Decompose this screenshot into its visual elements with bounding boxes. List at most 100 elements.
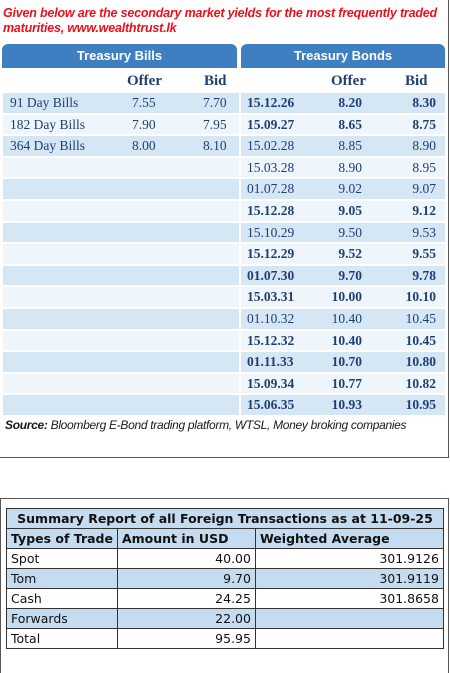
bill-name: 91 Day Bills [10, 95, 79, 110]
bond-offer: 8.90 [338, 159, 362, 175]
trade-average: 301.9119 [254, 568, 444, 589]
table-row: 91 Day Bills 7.55 7.70 15.12.26 8.20 8.3… [0, 92, 450, 114]
bond-bid: 10.95 [405, 397, 436, 413]
bond-offer: 8.20 [338, 95, 362, 110]
treasury-bills-header: Treasury Bills [2, 44, 237, 68]
treasury-bonds-header: Treasury Bonds [241, 44, 445, 68]
bond-maturity: 15.09.27 [247, 116, 295, 132]
bill-name: 182 Day Bills [10, 116, 86, 132]
bond-bid: 10.45 [405, 332, 436, 348]
bond-offer: 9.02 [338, 181, 362, 197]
table-row: Total 95.95 [6, 628, 444, 649]
bond-maturity: 15.03.31 [247, 289, 295, 305]
bond-maturity: 01.10.32 [247, 310, 295, 326]
bond-offer: 8.85 [338, 138, 362, 154]
bond-maturity: 01.07.30 [247, 267, 295, 283]
table-row: Forwards 22.00 [6, 608, 444, 629]
bond-maturity: 15.12.26 [247, 95, 295, 110]
bond-maturity: 15.10.29 [247, 224, 295, 240]
bond-maturity: 15.12.28 [247, 202, 295, 218]
bond-maturity: 01.11.33 [247, 354, 294, 370]
bond-maturity: 15.02.28 [247, 138, 295, 154]
bond-offer: 10.70 [331, 354, 362, 370]
table-row: 01.10.32 10.40 10.45 [0, 308, 450, 330]
bond-offer: 9.05 [338, 202, 362, 218]
trade-average: 301.8658 [254, 588, 444, 609]
fx-title-row: Summary Report of all Foreign Transactio… [6, 508, 444, 529]
trade-amount: 9.70 [116, 568, 256, 589]
bills-bid-header: Bid [204, 73, 227, 89]
bond-bid: 10.80 [405, 354, 436, 370]
table-row: 15.06.35 10.93 10.95 [0, 394, 450, 416]
bond-offer: 10.40 [331, 310, 362, 326]
bond-maturity: 15.03.28 [247, 159, 295, 175]
intro-text: Given below are the secondary market yie… [3, 6, 437, 35]
bond-bid: 10.45 [405, 310, 436, 326]
trade-type: Forwards [6, 608, 118, 629]
bond-bid: 9.53 [412, 224, 436, 240]
bond-bid: 9.55 [412, 246, 436, 262]
bond-bid: 8.95 [412, 159, 436, 175]
table-row: Spot 40.00 301.9126 [6, 548, 444, 569]
trade-type: Total [6, 628, 118, 649]
table-row: 01.07.30 9.70 9.78 [0, 265, 450, 287]
bond-bid: 10.82 [405, 375, 436, 391]
fx-summary-table: Summary Report of all Foreign Transactio… [6, 508, 444, 649]
trade-amount: 95.95 [116, 628, 256, 649]
bond-bid: 8.30 [412, 95, 436, 110]
table-row: 15.12.32 10.40 10.45 [0, 330, 450, 352]
bond-maturity: 15.12.32 [247, 332, 295, 348]
trade-type: Spot [6, 548, 118, 569]
table-row: 15.10.29 9.50 9.53 [0, 222, 450, 244]
trade-type: Cash [6, 588, 118, 609]
bill-bid: 7.95 [203, 116, 227, 132]
bond-offer: 9.70 [338, 267, 362, 283]
table-row: 15.03.28 8.90 8.95 [0, 157, 450, 179]
bond-bid: 10.10 [405, 289, 436, 305]
table-row: Cash 24.25 301.8658 [6, 588, 444, 609]
bond-offer: 10.77 [331, 375, 362, 391]
bills-offer-header: Offer [127, 73, 162, 89]
bill-offer: 7.55 [132, 95, 156, 110]
col-header-average: Weighted Average [254, 528, 444, 549]
fx-header-row: Types of Trade Amount in USD Weighted Av… [6, 528, 444, 549]
trade-amount: 40.00 [116, 548, 256, 569]
bond-offer: 10.00 [331, 289, 362, 305]
bond-bid: 9.78 [412, 267, 436, 283]
bill-offer: 8.00 [132, 138, 156, 154]
col-header-type: Types of Trade [6, 528, 118, 549]
bond-maturity: 15.12.29 [247, 246, 295, 262]
col-header-amount: Amount in USD [116, 528, 256, 549]
trade-type: Tom [6, 568, 118, 589]
bonds-offer-header: Offer [331, 73, 366, 89]
bond-offer: 9.52 [338, 246, 362, 262]
trade-average: 301.9126 [254, 548, 444, 569]
fx-title: Summary Report of all Foreign Transactio… [6, 508, 444, 529]
yields-rows: 91 Day Bills 7.55 7.70 15.12.26 8.20 8.3… [0, 92, 450, 416]
bond-offer: 9.50 [338, 224, 362, 240]
yields-panel: Given below are the secondary market yie… [0, 0, 449, 458]
trade-average [254, 608, 444, 629]
fx-summary-panel: Summary Report of all Foreign Transactio… [0, 498, 449, 673]
bond-maturity: 15.09.34 [247, 375, 295, 391]
bond-offer: 10.40 [331, 332, 362, 348]
trade-amount: 22.00 [116, 608, 256, 629]
bill-name: 364 Day Bills [10, 138, 86, 154]
source-note: Source: Bloomberg E-Bond trading platfor… [5, 418, 407, 432]
bill-bid: 7.70 [203, 95, 227, 110]
trade-amount: 24.25 [116, 588, 256, 609]
table-row: 15.03.31 10.00 10.10 [0, 286, 450, 308]
bond-offer: 10.93 [331, 397, 362, 413]
bill-bid: 8.10 [203, 138, 227, 154]
table-row: 364 Day Bills 8.00 8.10 15.02.28 8.85 8.… [0, 135, 450, 157]
bond-offer: 8.65 [338, 116, 362, 132]
table-row: 01.11.33 10.70 10.80 [0, 351, 450, 373]
source-text: Bloomberg E-Bond trading platform, WTSL,… [47, 418, 407, 432]
bond-maturity: 15.06.35 [247, 397, 295, 413]
trade-average [254, 628, 444, 649]
source-label: Source: [5, 418, 48, 432]
table-row: 182 Day Bills 7.90 7.95 15.09.27 8.65 8.… [0, 114, 450, 136]
bond-maturity: 01.07.28 [247, 181, 295, 197]
table-row: 01.07.28 9.02 9.07 [0, 178, 450, 200]
table-row: 15.09.34 10.77 10.82 [0, 373, 450, 395]
